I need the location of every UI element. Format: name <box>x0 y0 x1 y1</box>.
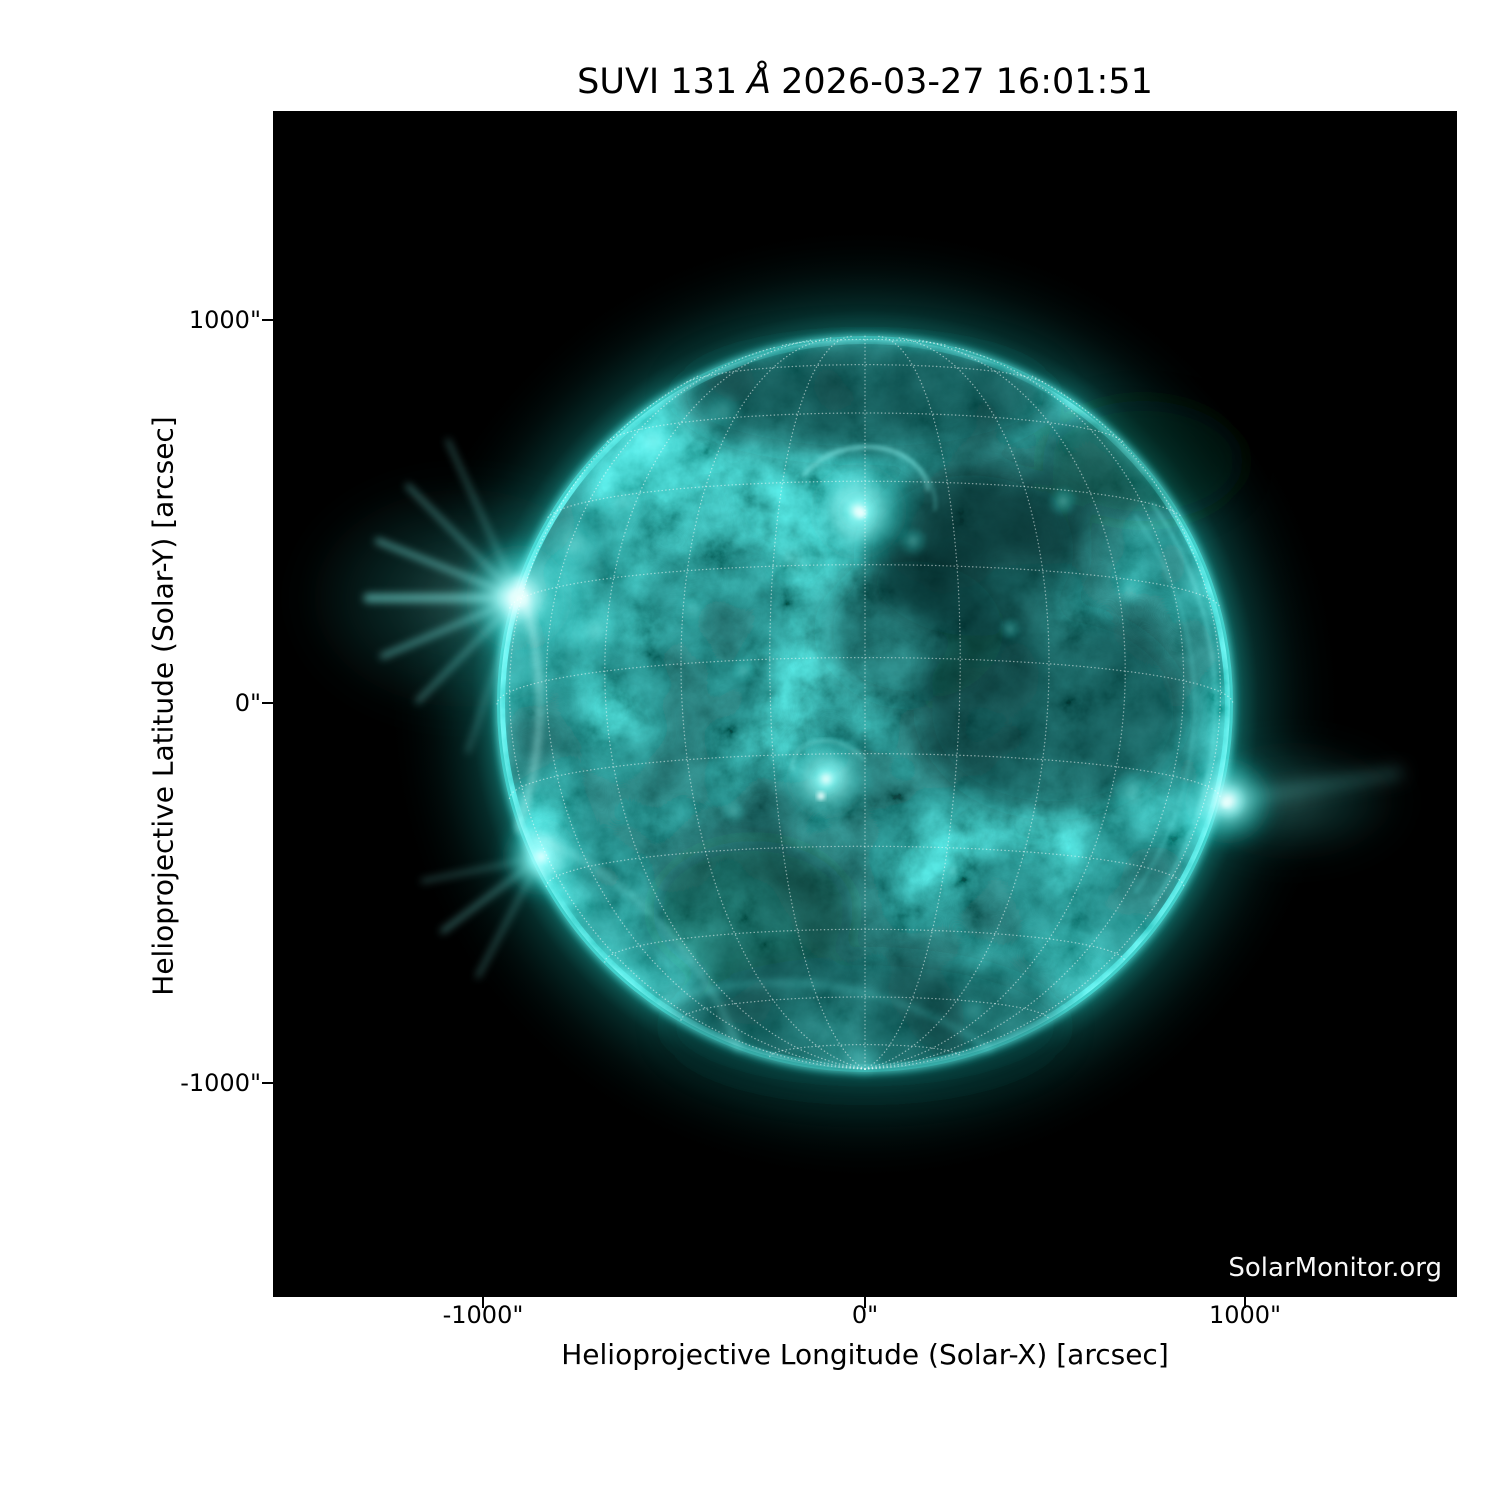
heliographic-grid-overlay <box>496 335 1234 1070</box>
y-tick-mark <box>262 319 273 321</box>
suvi-solar-image <box>273 111 1457 1297</box>
plot-title: SUVI 131 Å 2026-03-27 16:01:51 <box>273 62 1457 102</box>
southeast-limb-active-region <box>421 815 583 978</box>
title-datetime: 2026-03-27 16:01:51 <box>781 62 1153 102</box>
bright-knots <box>597 391 1145 1079</box>
east-limb-active-region <box>298 439 628 753</box>
y-tick-label-m1000: -1000" <box>180 1069 261 1097</box>
x-tick-mark <box>1244 1297 1246 1308</box>
y-tick-label-0: 0" <box>234 689 261 717</box>
y-axis-label: Helioprojective Latitude (Solar-Y) [arcs… <box>146 416 180 996</box>
sun-disk-group <box>298 224 1403 1184</box>
title-angstrom-symbol: Å <box>747 62 772 102</box>
north-central-active-region <box>763 445 937 591</box>
y-tick-mark <box>262 1082 273 1084</box>
plot-area: SolarMonitor.org <box>273 111 1457 1297</box>
x-tick-mark <box>864 1297 866 1308</box>
y-tick-mark <box>262 702 273 704</box>
x-tick-mark <box>482 1297 484 1308</box>
x-axis-label: Helioprojective Longitude (Solar-X) [arc… <box>561 1338 1169 1371</box>
watermark-text: SolarMonitor.org <box>1228 1253 1442 1283</box>
central-active-region <box>782 735 870 823</box>
title-instrument: SUVI 131 <box>577 62 738 102</box>
west-limb-active-region <box>1109 741 1403 861</box>
coronal-dim-regions <box>653 336 1243 1096</box>
y-tick-label-1000: 1000" <box>188 306 261 334</box>
